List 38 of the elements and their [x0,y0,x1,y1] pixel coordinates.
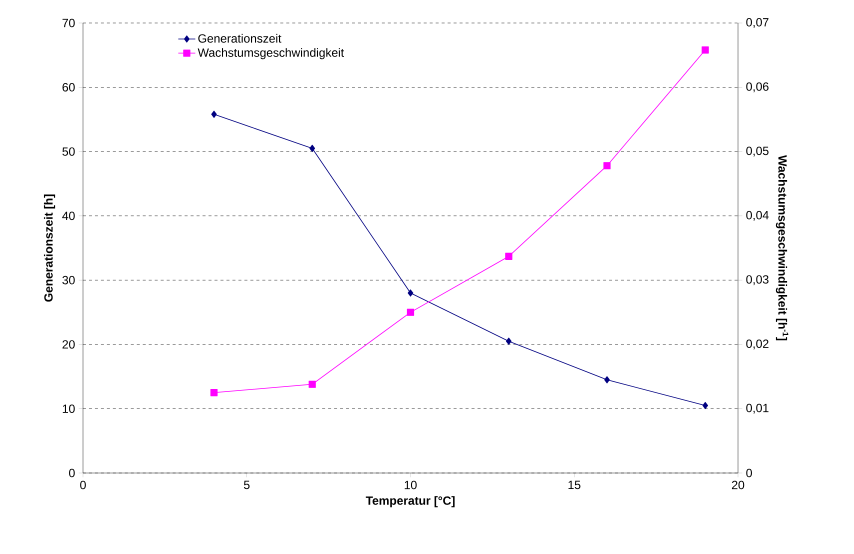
y-tick-label: 30 [62,276,75,284]
point [604,376,610,384]
x-tick-label: 10 [404,480,417,490]
y-tick-label: 20 [62,340,75,349]
y-axis-title: Generationszeit [h] [44,194,56,302]
y2-tick-label: 0,03 [746,275,769,286]
y2-tick-label: 0,07 [746,18,768,28]
point [308,380,316,388]
point [408,289,414,297]
point [309,144,316,152]
point [702,46,709,54]
y2-tick-label: 0,01 [746,404,768,414]
x-tick-label: 15 [568,480,580,490]
y2-axis-title: Wachstumsgeschwindigkeit [h$^{-1}$] [776,155,788,340]
y2-tick-label: 0,05 [746,146,769,157]
point [506,338,512,345]
point [406,308,414,316]
x-tick-label: 20 [732,480,744,490]
legend-label: Generationszeit [198,34,282,43]
y-tick-label: 10 [62,404,75,413]
legend-label: Wachstumsgeschwindigkeit [198,48,344,60]
point [702,402,708,410]
y-tick-label: 60 [62,83,75,92]
y-tick-label: 70 [62,18,75,28]
y-tick-label: 0 [69,468,75,478]
x-tick-label: 5 [244,480,250,490]
y2-tick-label: 0,04 [746,210,769,221]
point [505,252,512,260]
y-tick-label: 50 [62,147,75,156]
x-tick-label: 0 [80,480,86,490]
point [210,389,218,396]
point [211,110,217,118]
y-tick-label: 40 [62,212,75,220]
y2-tick-label: 0,06 [746,82,769,92]
point [603,162,611,170]
y2-tick-label: 0 [746,468,752,478]
x-axis-title: Temperatur [°C] [366,496,455,508]
y2-tick-label: 0,02 [746,339,768,350]
